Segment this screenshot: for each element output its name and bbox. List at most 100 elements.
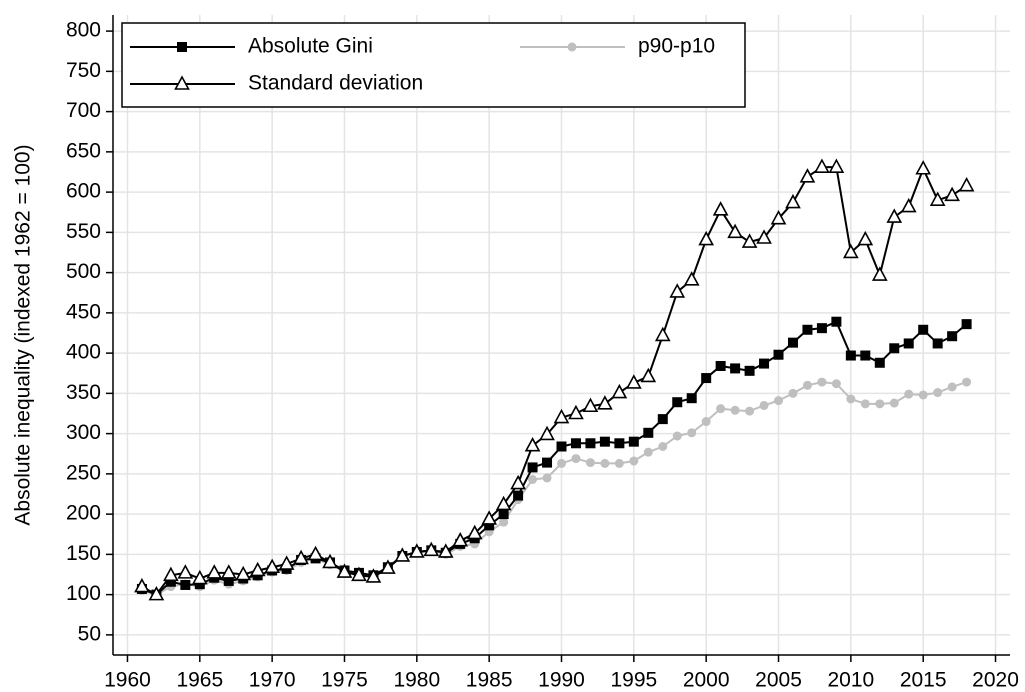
marker [947, 382, 957, 392]
marker [235, 565, 252, 581]
marker [730, 405, 740, 415]
marker [961, 319, 972, 330]
marker [191, 569, 208, 585]
y-tick-label: 350 [66, 381, 101, 404]
marker [351, 566, 367, 582]
marker [307, 545, 324, 561]
marker [629, 456, 639, 466]
marker [614, 458, 624, 468]
marker [846, 394, 856, 404]
x-tick-label: 2005 [755, 669, 802, 692]
legend-marker [174, 75, 190, 90]
marker [640, 367, 657, 383]
marker [874, 357, 885, 368]
marker [134, 577, 150, 593]
marker [787, 337, 798, 348]
marker [900, 197, 917, 213]
marker [582, 397, 599, 413]
marker [625, 374, 642, 389]
legend-label: Absolute Gini [248, 35, 373, 58]
marker [875, 399, 885, 409]
marker [817, 377, 827, 387]
marker [886, 208, 903, 223]
marker [759, 358, 770, 369]
marker [831, 316, 842, 327]
y-tick-label: 750 [66, 59, 101, 82]
y-tick-label: 450 [66, 300, 101, 323]
x-tick-label: 2010 [827, 669, 874, 692]
marker [570, 438, 581, 449]
y-tick-label: 650 [66, 139, 101, 162]
marker [571, 454, 581, 464]
marker [686, 393, 697, 404]
marker [568, 404, 584, 420]
marker [683, 271, 700, 286]
marker [715, 360, 726, 371]
marker [929, 191, 946, 206]
marker [799, 168, 816, 183]
x-tick-label: 1995 [610, 669, 657, 692]
marker [628, 436, 639, 447]
marker [499, 517, 509, 527]
y-tick-label: 100 [66, 582, 101, 605]
marker [495, 495, 512, 511]
marker [654, 326, 671, 342]
x-tick-label: 1980 [393, 669, 440, 692]
marker [528, 475, 538, 485]
marker [557, 458, 566, 468]
marker [701, 373, 712, 384]
marker [597, 395, 613, 410]
marker [278, 555, 295, 570]
marker [180, 579, 191, 590]
marker [408, 543, 425, 558]
marker [163, 566, 179, 582]
y-tick-label: 200 [66, 502, 101, 525]
marker [756, 229, 772, 244]
marker [513, 490, 524, 501]
x-tick-label: 2015 [900, 669, 947, 692]
marker [845, 350, 856, 361]
marker [556, 441, 567, 452]
marker [394, 547, 411, 562]
marker [365, 568, 382, 583]
marker [148, 585, 165, 601]
marker [785, 193, 801, 209]
marker [527, 462, 538, 473]
marker [802, 380, 812, 390]
marker [962, 377, 972, 387]
marker [585, 438, 596, 449]
marker [915, 160, 932, 175]
marker [857, 230, 874, 246]
marker [958, 176, 975, 192]
marker [770, 209, 787, 225]
marker [918, 324, 929, 335]
marker [498, 509, 509, 520]
x-tick-label: 2020 [972, 669, 1019, 692]
marker [264, 558, 280, 574]
marker [380, 559, 396, 574]
series-line [141, 166, 968, 596]
marker [223, 575, 234, 586]
marker [643, 447, 653, 457]
legend-label: p90-p10 [638, 35, 715, 58]
marker [669, 283, 686, 298]
marker [889, 343, 900, 354]
marker [249, 561, 266, 577]
marker [206, 564, 223, 579]
marker [860, 399, 870, 409]
y-tick-label: 50 [78, 622, 101, 645]
marker [481, 510, 498, 525]
marker [599, 436, 610, 447]
legend-marker [177, 42, 187, 52]
legend-marker [567, 42, 577, 52]
marker [687, 428, 697, 438]
y-tick-label: 250 [66, 461, 101, 484]
marker [759, 400, 769, 410]
marker [611, 383, 628, 399]
marker [220, 564, 237, 579]
marker [933, 388, 943, 398]
marker [773, 349, 784, 360]
marker [672, 431, 682, 441]
